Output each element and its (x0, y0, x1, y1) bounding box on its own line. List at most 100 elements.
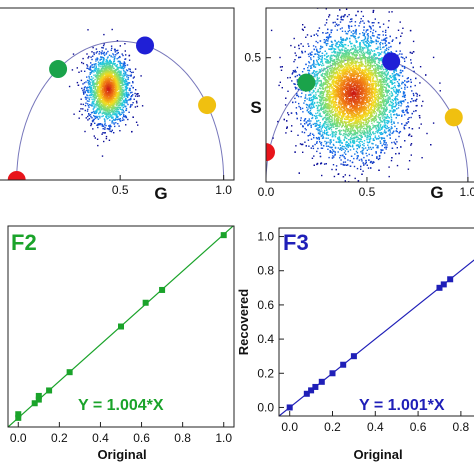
cloud-point (122, 109, 124, 112)
cloud-point (109, 64, 112, 66)
cloud-point (328, 35, 330, 37)
cloud-point (101, 74, 103, 77)
cloud-point (127, 82, 129, 84)
cloud-point (104, 93, 107, 96)
cloud-point (109, 84, 111, 86)
cloud-point (109, 103, 111, 106)
cloud-point (136, 105, 139, 108)
cloud-point (124, 79, 126, 82)
cloud-point (358, 95, 360, 97)
cloud-point (122, 77, 124, 79)
cloud-point (94, 70, 97, 72)
cloud-point (117, 84, 119, 86)
cloud-point (111, 129, 113, 131)
cloud-point (100, 52, 102, 54)
cloud-point (101, 94, 103, 96)
cloud-point (112, 92, 114, 95)
cloud-point (102, 132, 104, 134)
cloud-point (132, 81, 134, 83)
cloud-point (332, 111, 335, 113)
cloud-point (345, 8, 348, 10)
cloud-point (116, 68, 118, 71)
cloud-point (97, 87, 99, 89)
cloud-point (363, 148, 365, 150)
cloud-point (356, 60, 358, 63)
cloud-point (97, 61, 100, 63)
cloud-point (109, 82, 112, 84)
cloud-point (325, 145, 328, 147)
cloud-point (124, 116, 126, 118)
cloud-point (119, 85, 121, 87)
cloud-point (308, 62, 311, 64)
cloud-point (123, 119, 125, 121)
cloud-point (298, 47, 300, 50)
cloud-point (120, 66, 123, 68)
cloud-point (108, 139, 111, 141)
cloud-point (83, 88, 85, 91)
cloud-point (120, 77, 122, 79)
cloud-point (112, 53, 114, 55)
cloud-point (375, 112, 378, 114)
cloud-point (108, 96, 110, 98)
cloud-point (117, 67, 120, 69)
reference-marker (198, 96, 217, 115)
cloud-point (93, 69, 96, 72)
cloud-point (377, 94, 379, 97)
cloud-point (103, 75, 105, 77)
cloud-point (96, 59, 99, 61)
cloud-point (92, 91, 94, 93)
cloud-point (87, 91, 89, 93)
cloud-point (129, 70, 131, 72)
cloud-point (348, 29, 351, 32)
cloud-point (99, 117, 101, 119)
cloud-point (106, 90, 108, 92)
cloud-point (112, 113, 114, 116)
cloud-point (93, 103, 95, 105)
cloud-point (116, 66, 119, 68)
cloud-point (345, 78, 347, 80)
cloud-point (94, 78, 96, 81)
cloud-point (377, 107, 380, 109)
cloud-point (109, 86, 112, 88)
cloud-point (81, 87, 83, 90)
cloud-point (329, 64, 332, 66)
cloud-point (118, 83, 120, 85)
cloud-point (111, 94, 113, 96)
cloud-point (100, 90, 102, 93)
cloud-point (109, 62, 111, 64)
cloud-point (108, 79, 111, 81)
cloud-point (374, 108, 376, 110)
cloud-point (98, 91, 100, 94)
cloud-point (87, 108, 89, 111)
cloud-point (103, 96, 105, 98)
cloud-point (87, 86, 89, 88)
cloud-point (95, 60, 97, 62)
cloud-point (390, 128, 392, 130)
cloud-point (102, 66, 104, 68)
cloud-point (120, 100, 122, 102)
cloud-point (92, 93, 94, 96)
cloud-point (123, 96, 125, 98)
cloud-point (336, 112, 338, 115)
cloud-point (99, 91, 102, 93)
cloud-point (105, 66, 108, 68)
cloud-point (356, 155, 358, 157)
cloud-point (115, 81, 117, 83)
cloud-point (102, 115, 104, 117)
cloud-point (115, 71, 117, 73)
cloud-point (118, 70, 120, 72)
cloud-point (114, 56, 116, 58)
cloud-point (132, 82, 134, 84)
cloud-point (100, 56, 103, 59)
cloud-point (97, 71, 100, 73)
cloud-point (110, 66, 112, 69)
cloud-point (88, 77, 90, 79)
cloud-point (111, 110, 113, 112)
cloud-point (116, 78, 119, 80)
cloud-point (371, 90, 374, 93)
cloud-point (117, 115, 119, 118)
cloud-point (312, 105, 315, 107)
cloud-point (102, 128, 104, 130)
cloud-point (368, 96, 371, 99)
cloud-point (122, 80, 124, 82)
